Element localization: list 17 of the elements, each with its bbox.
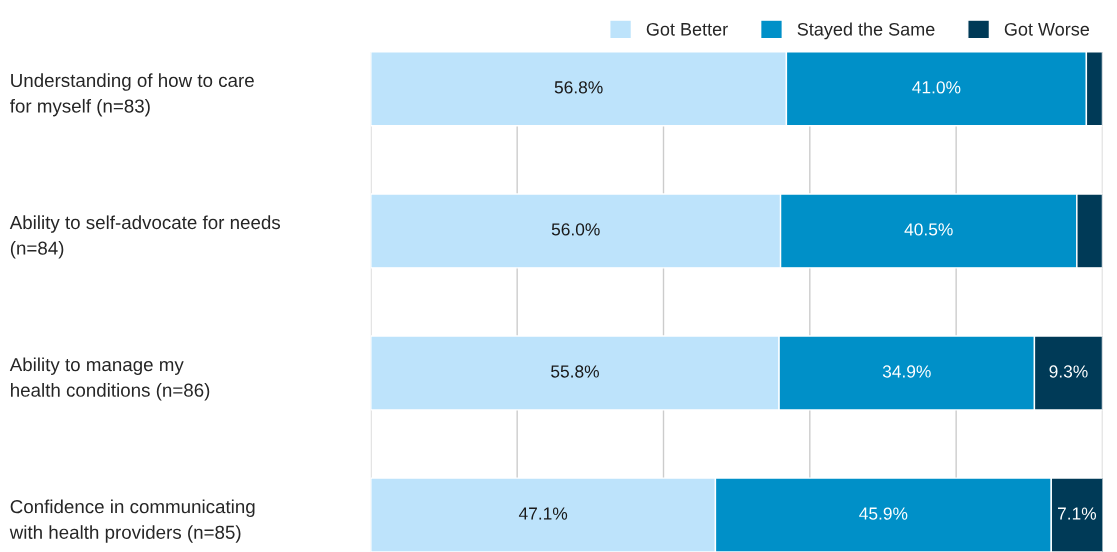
y-tick-label: Confidence in communicating with health providers (n=85) <box>9 499 255 543</box>
y-tick-label: Ability to manage my health conditions (n=86) <box>9 357 210 401</box>
data-label: 34.9% <box>882 365 931 378</box>
data-label: 56.0% <box>551 223 600 236</box>
legend-label: Got Better <box>646 22 728 36</box>
data-label: 41.0% <box>912 81 961 94</box>
y-tick-label: Ability to self-advocate for needs (n=84) <box>9 215 281 259</box>
data-label: 45.9% <box>859 507 908 520</box>
data-label: 9.3% <box>1049 365 1088 378</box>
data-label: 47.1% <box>518 507 568 520</box>
data-label: 40.5% <box>904 223 953 236</box>
data-label: 7.1% <box>1057 507 1097 520</box>
legend-label: Stayed the Same <box>797 22 935 40</box>
y-tick-label: Understanding of how to care for myself (n=83) <box>10 73 254 117</box>
data-label: 55.8% <box>551 365 599 378</box>
legend-label: Got Worse <box>1004 22 1090 36</box>
data-label: 56.8% <box>554 81 603 94</box>
